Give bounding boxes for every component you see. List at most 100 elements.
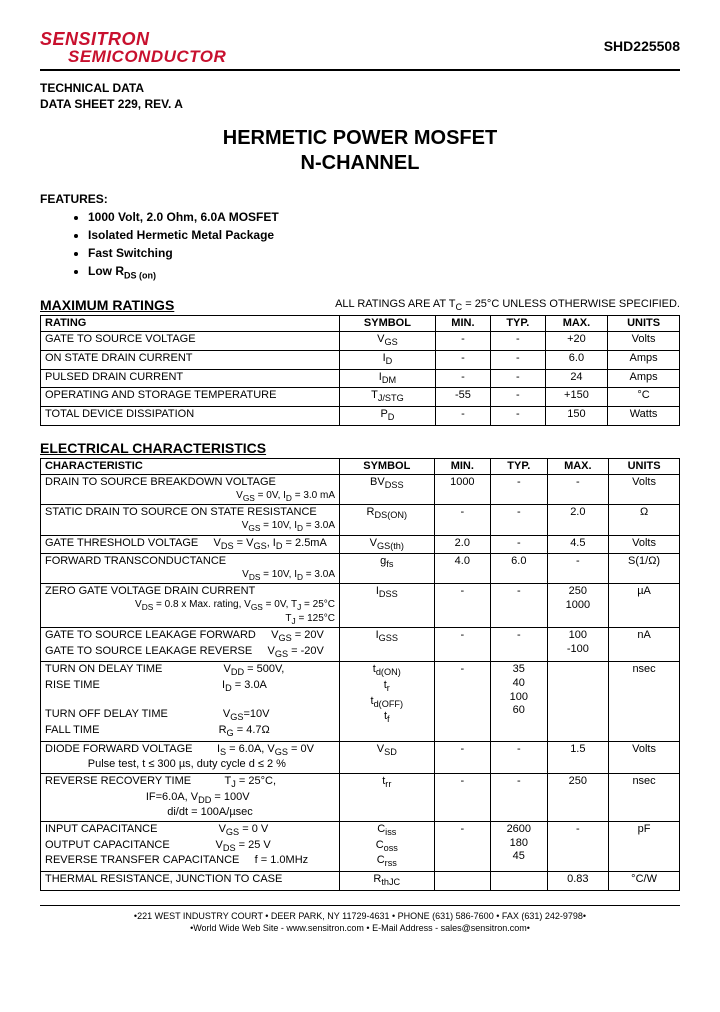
- cell-typ: 354010060: [491, 662, 547, 741]
- cell-min: -: [434, 773, 490, 821]
- footer-line1: •221 WEST INDUSTRY COURT • DEER PARK, NY…: [40, 910, 680, 923]
- max-ratings-heading: MAXIMUM RATINGS: [40, 297, 174, 313]
- cell-rating: TOTAL DEVICE DISSIPATION: [41, 406, 340, 425]
- cell-min: -55: [435, 388, 490, 407]
- cell-typ: -: [490, 369, 545, 388]
- cell-max: +150: [545, 388, 607, 407]
- cell-min: 2.0: [434, 535, 490, 554]
- cell-units: µA: [609, 584, 680, 628]
- cell-units: Volts: [609, 535, 680, 554]
- cell-max: 100-100: [547, 627, 609, 661]
- table-row: PULSED DRAIN CURRENTIDM--24Amps: [41, 369, 680, 388]
- cell-min: -: [435, 350, 490, 369]
- cell-typ: -: [490, 388, 545, 407]
- feature-item: 1000 Volt, 2.0 Ohm, 6.0A MOSFET: [88, 210, 680, 224]
- cell-typ: -: [490, 406, 545, 425]
- cell-max: [547, 662, 609, 741]
- cell-max: 250: [547, 773, 609, 821]
- cell-typ: -: [491, 505, 547, 535]
- cell-symbol: CissCossCrss: [340, 821, 435, 871]
- col-typ: TYP.: [490, 315, 545, 332]
- cell-max: 150: [545, 406, 607, 425]
- cell-symbol: VGS(th): [340, 535, 435, 554]
- cell-characteristic: DIODE FORWARD VOLTAGE IS = 6.0A, VGS = 0…: [41, 741, 340, 773]
- part-number: SHD225508: [604, 38, 680, 54]
- cell-rating: OPERATING AND STORAGE TEMPERATURE: [41, 388, 340, 407]
- cell-typ: 260018045: [491, 821, 547, 871]
- cell-symbol: trr: [340, 773, 435, 821]
- cell-min: 1000: [434, 475, 490, 505]
- cell-symbol: ID: [340, 350, 436, 369]
- cell-typ: [491, 871, 547, 890]
- cell-symbol: PD: [340, 406, 436, 425]
- table-row: GATE TO SOURCE LEAKAGE FORWARD VGS = 20V…: [41, 627, 680, 661]
- cell-typ: 6.0: [491, 554, 547, 584]
- cell-units: Amps: [608, 369, 680, 388]
- cell-min: -: [434, 584, 490, 628]
- cell-min: -: [435, 369, 490, 388]
- col-min: MIN.: [434, 458, 490, 475]
- table-row: GATE TO SOURCE VOLTAGEVGS--+20Volts: [41, 332, 680, 351]
- feature-item: Fast Switching: [88, 246, 680, 260]
- cell-units: Volts: [609, 741, 680, 773]
- table-row: INPUT CAPACITANCE VGS = 0 VOUTPUT CAPACI…: [41, 821, 680, 871]
- cell-max: 2501000: [547, 584, 609, 628]
- cell-characteristic: THERMAL RESISTANCE, JUNCTION TO CASE: [41, 871, 340, 890]
- cell-units: Ω: [609, 505, 680, 535]
- cell-units: pF: [609, 821, 680, 871]
- cell-max: 4.5: [547, 535, 609, 554]
- cell-max: 6.0: [545, 350, 607, 369]
- cell-symbol: gfs: [340, 554, 435, 584]
- cell-max: 1.5: [547, 741, 609, 773]
- tech-data-line2: DATA SHEET 229, REV. A: [40, 97, 680, 113]
- cell-rating: GATE TO SOURCE VOLTAGE: [41, 332, 340, 351]
- table-row: TOTAL DEVICE DISSIPATIONPD--150Watts: [41, 406, 680, 425]
- logo-line1: SENSITRON: [40, 30, 226, 48]
- feature-item: Isolated Hermetic Metal Package: [88, 228, 680, 242]
- elec-char-heading: ELECTRICAL CHARACTERISTICS: [40, 440, 680, 456]
- cell-max: -: [547, 554, 609, 584]
- cell-symbol: IDSS: [340, 584, 435, 628]
- table-header-row: RATING SYMBOL MIN. TYP. MAX. UNITS: [41, 315, 680, 332]
- cell-typ: -: [491, 475, 547, 505]
- cell-symbol: IGSS: [340, 627, 435, 661]
- cell-units: nA: [609, 627, 680, 661]
- table-header-row: CHARACTERISTIC SYMBOL MIN. TYP. MAX. UNI…: [41, 458, 680, 475]
- col-units: UNITS: [608, 315, 680, 332]
- cell-symbol: RthJC: [340, 871, 435, 890]
- col-rating: RATING: [41, 315, 340, 332]
- cell-min: -: [434, 821, 490, 871]
- logo-line2: SEMICONDUCTOR: [68, 48, 226, 65]
- col-symbol: SYMBOL: [340, 458, 435, 475]
- max-ratings-header: MAXIMUM RATINGS ALL RATINGS ARE AT TC = …: [40, 297, 680, 313]
- cell-min: -: [434, 627, 490, 661]
- technical-data-block: TECHNICAL DATA DATA SHEET 229, REV. A: [40, 81, 680, 112]
- cell-min: -: [435, 332, 490, 351]
- col-max: MAX.: [545, 315, 607, 332]
- footer: •221 WEST INDUSTRY COURT • DEER PARK, NY…: [40, 905, 680, 935]
- cell-max: 24: [545, 369, 607, 388]
- cell-units: °C: [608, 388, 680, 407]
- col-min: MIN.: [435, 315, 490, 332]
- cell-symbol: RDS(ON): [340, 505, 435, 535]
- company-logo: SENSITRON SEMICONDUCTOR: [40, 30, 226, 65]
- cell-characteristic: STATIC DRAIN TO SOURCE ON STATE RESISTAN…: [41, 505, 340, 535]
- cell-typ: -: [490, 332, 545, 351]
- cell-max: +20: [545, 332, 607, 351]
- col-max: MAX.: [547, 458, 609, 475]
- feature-item: Low RDS (on): [88, 264, 680, 280]
- cell-units: nsec: [609, 662, 680, 741]
- cell-characteristic: ZERO GATE VOLTAGE DRAIN CURRENTVDS = 0.8…: [41, 584, 340, 628]
- table-row: THERMAL RESISTANCE, JUNCTION TO CASERthJ…: [41, 871, 680, 890]
- cell-units: S(1/Ω): [609, 554, 680, 584]
- cell-max: -: [547, 821, 609, 871]
- cell-units: Volts: [609, 475, 680, 505]
- cell-typ: -: [491, 584, 547, 628]
- title-line2: N-CHANNEL: [40, 151, 680, 176]
- cell-units: nsec: [609, 773, 680, 821]
- cell-symbol: TJ/STG: [340, 388, 436, 407]
- cell-min: -: [434, 741, 490, 773]
- col-symbol: SYMBOL: [340, 315, 436, 332]
- cell-symbol: VSD: [340, 741, 435, 773]
- cell-characteristic: REVERSE RECOVERY TIME TJ = 25°C, IF=6.0A…: [41, 773, 340, 821]
